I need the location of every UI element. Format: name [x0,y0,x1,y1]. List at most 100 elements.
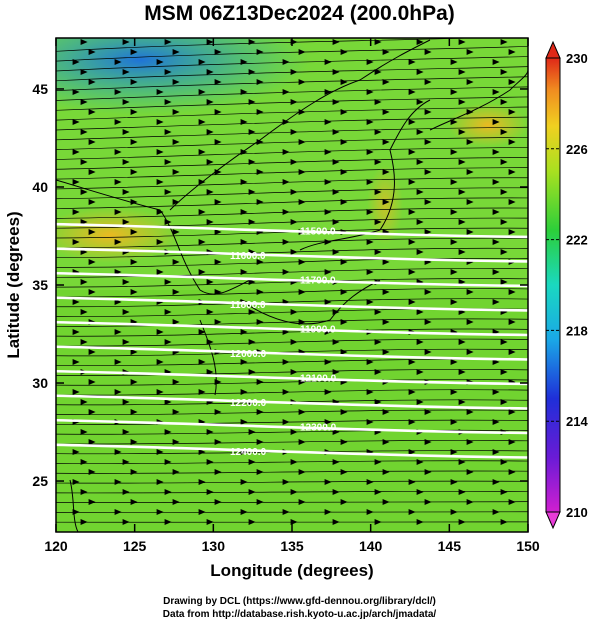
wind-arrow [240,479,248,485]
wind-arrow [508,139,516,145]
wind-arrow [290,69,298,75]
wind-arrow [466,169,474,175]
wind-arrow [332,459,340,465]
wind-arrow [450,359,458,365]
wind-arrow [424,49,432,55]
height-contour [56,296,528,312]
wind-arrow [416,159,424,165]
wind-arrow [324,299,332,305]
wind-arrow [156,509,164,515]
wind-arrow [298,169,306,175]
x-tick-label: 135 [280,538,304,554]
wind-arrow [156,89,164,95]
colorbar-min-arrow [545,511,561,530]
streamline [56,440,528,445]
wind-arrow [122,159,130,165]
wind-arrow [340,439,348,445]
wind-arrow [408,179,416,185]
wind-arrow [466,229,474,235]
wind-arrow [282,149,290,155]
wind-arrow [88,469,96,475]
wind-arrow [298,319,306,325]
wind-arrow [164,309,172,315]
cold-region [56,38,310,115]
wind-arrow [214,79,222,85]
wind-arrow [366,359,374,365]
wind-arrow [290,489,298,495]
y-tick-label: 30 [32,375,48,391]
wind-arrow [366,419,374,425]
wind-arrow [164,459,172,465]
wind-arrow [340,319,348,325]
wind-arrow [240,239,248,245]
wind-arrow [298,49,306,55]
wind-arrow [382,109,390,115]
height-contour [56,345,528,361]
wind-arrow [366,389,374,395]
wind-arrow [366,179,374,185]
wind-arrow [500,279,508,285]
wind-arrow [450,119,458,125]
wind-arrow [458,159,466,165]
wind-arrow [324,179,332,185]
wind-arrow [114,179,122,185]
wind-arrow [424,229,432,235]
wind-arrow [500,219,508,225]
wind-arrow [206,429,214,435]
wind-arrow [298,199,306,205]
wind-arrow [492,119,500,125]
streamline [56,318,528,327]
wind-arrow [114,119,122,125]
wind-arrow [156,209,164,215]
streamline [56,409,528,416]
wind-arrow [248,129,256,135]
height-contour [56,320,528,337]
wind-arrow [240,389,248,395]
wind-arrow [458,189,466,195]
wind-arrow [424,469,432,475]
wind-arrow [172,409,180,415]
wind-arrow [408,239,416,245]
wind-arrow [206,39,214,45]
wind-arrow [80,489,88,495]
wind-arrow [408,359,416,365]
wind-arrow [80,429,88,435]
wind-arrow [206,159,214,165]
wind-arrow [298,139,306,145]
wind-arrow [458,279,466,285]
wind-arrow [198,179,206,185]
wind-arrow [298,109,306,115]
wind-arrow [408,59,416,65]
wind-arrow [156,449,164,455]
wind-arrow [382,259,390,265]
wind-arrow [508,469,516,475]
wind-arrow [458,249,466,255]
wind-arrow [492,149,500,155]
contour-label: 12000.0 [230,349,267,360]
wind-arrow [72,509,80,515]
wind-arrow [240,209,248,215]
wind-arrow [198,239,206,245]
wind-arrow [382,499,390,505]
wind-arrow [416,369,424,375]
wind-arrow [466,349,474,355]
wind-arrow [332,69,340,75]
wind-arrow [416,309,424,315]
wind-arrow [164,189,172,195]
wind-arrow [114,209,122,215]
wind-arrow [416,129,424,135]
streamline [56,136,528,150]
wind-arrow [374,69,382,75]
wind-arrow [382,199,390,205]
wind-arrow [240,59,248,65]
wind-arrow [492,389,500,395]
wind-arrow [374,459,382,465]
wind-arrow [248,309,256,315]
wind-arrow [332,189,340,195]
wind-arrow [298,289,306,295]
wind-arrow [130,229,138,235]
wind-arrow [282,179,290,185]
wind-arrow [416,99,424,105]
chart-title: MSM 06Z13Dec2024 (200.0hPa) [144,2,455,25]
wind-arrow [424,499,432,505]
